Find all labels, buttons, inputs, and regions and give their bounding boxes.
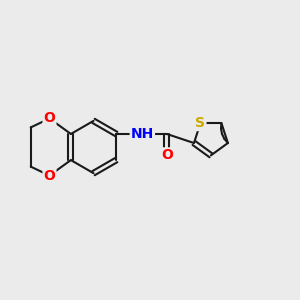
Text: NH: NH bbox=[131, 127, 154, 141]
Text: S: S bbox=[195, 116, 206, 130]
Text: O: O bbox=[44, 169, 56, 183]
Text: O: O bbox=[161, 148, 172, 162]
Text: O: O bbox=[44, 112, 56, 125]
